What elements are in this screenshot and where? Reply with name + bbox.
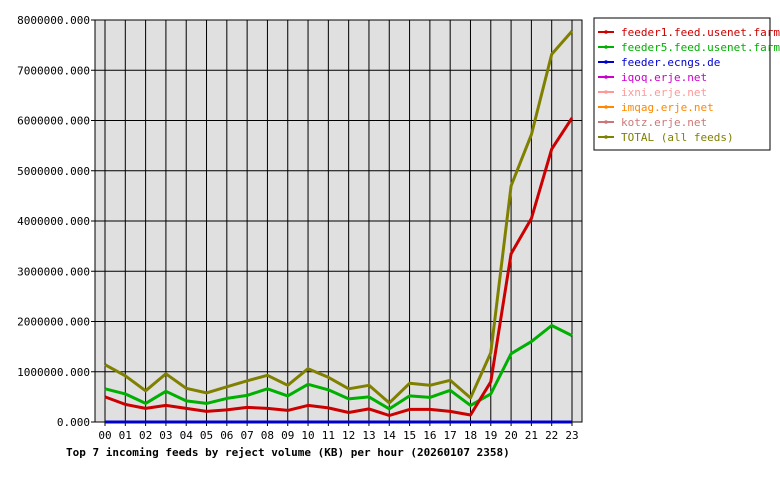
x-tick-label: 03 — [159, 429, 172, 442]
x-tick-label: 16 — [423, 429, 436, 442]
y-tick-label: 8000000.000 — [17, 14, 90, 27]
x-tick-label: 00 — [98, 429, 111, 442]
x-tick-label: 07 — [241, 429, 254, 442]
y-tick-label: 6000000.000 — [17, 115, 90, 128]
x-tick-label: 04 — [180, 429, 194, 442]
x-tick-label: 09 — [281, 429, 294, 442]
x-tick-label: 22 — [545, 429, 558, 442]
x-axis: 00 01 02 03 04 05 06 07 08 09 10 11 12 13 14 15 16 17 18 19… — [98, 422, 579, 442]
x-tick-label: 15 — [403, 429, 416, 442]
legend-label: iqoq.erje.net — [621, 71, 707, 84]
x-tick-label: 23 — [565, 429, 578, 442]
legend-marker — [604, 45, 608, 49]
legend-label: feeder.ecngs.de — [621, 56, 720, 69]
legend-marker — [604, 90, 608, 94]
y-tick-label: 1000000.000 — [17, 366, 90, 379]
y-tick-label: 4000000.000 — [17, 215, 90, 228]
y-tick-label: 3000000.000 — [17, 265, 90, 278]
legend-label: imqag.erje.net — [621, 101, 714, 114]
legend-box — [593, 17, 771, 151]
x-tick-label: 06 — [220, 429, 233, 442]
x-tick-label: 14 — [383, 429, 397, 442]
x-tick-label: 18 — [464, 429, 477, 442]
x-tick-label: 20 — [504, 429, 517, 442]
legend-label: kotz.erje.net — [621, 116, 707, 129]
y-tick-label: 5000000.000 — [17, 165, 90, 178]
legend-label: TOTAL (all feeds) — [621, 131, 734, 144]
legend-marker — [604, 60, 608, 64]
legend-marker — [604, 135, 608, 139]
y-tick-label: 0.000 — [57, 416, 90, 429]
series-lines — [104, 30, 574, 424]
legend-label: feeder1.feed.usenet.farm — [621, 26, 780, 39]
x-tick-label: 11 — [322, 429, 335, 442]
x-tick-label: 12 — [342, 429, 355, 442]
legend-marker — [604, 30, 608, 34]
legend-label: ixni.erje.net — [621, 86, 707, 99]
x-tick-label: 08 — [261, 429, 274, 442]
x-tick-label: 13 — [362, 429, 375, 442]
x-tick-label: 10 — [301, 429, 314, 442]
y-axis: 0.000 1000000.000 2000000.000 3000000.000 40… — [17, 14, 95, 429]
series-line-feeder5-feed-usenet-farm — [104, 324, 573, 411]
x-tick-label: 17 — [444, 429, 457, 442]
series-line-total-all-feeds — [104, 30, 574, 405]
legend-marker — [604, 120, 608, 124]
legend-label: feeder5.feed.usenet.farm — [621, 41, 780, 54]
legend-marker — [604, 75, 608, 79]
x-tick-label: 21 — [525, 429, 538, 442]
x-tick-label: 19 — [484, 429, 497, 442]
x-tick-label: 05 — [200, 429, 213, 442]
x-tick-label: 01 — [119, 429, 132, 442]
y-tick-label: 2000000.000 — [17, 316, 90, 329]
y-tick-label: 7000000.000 — [17, 64, 90, 77]
series-line-feeder1-feed-usenet-farm — [104, 117, 574, 417]
x-tick-label: 02 — [139, 429, 152, 442]
legend: feeder1.feed.usenet.farm feeder5.feed.use… — [593, 17, 780, 151]
legend-marker — [604, 105, 608, 109]
chart-title: Top 7 incoming feeds by reject volume (K… — [66, 446, 510, 459]
